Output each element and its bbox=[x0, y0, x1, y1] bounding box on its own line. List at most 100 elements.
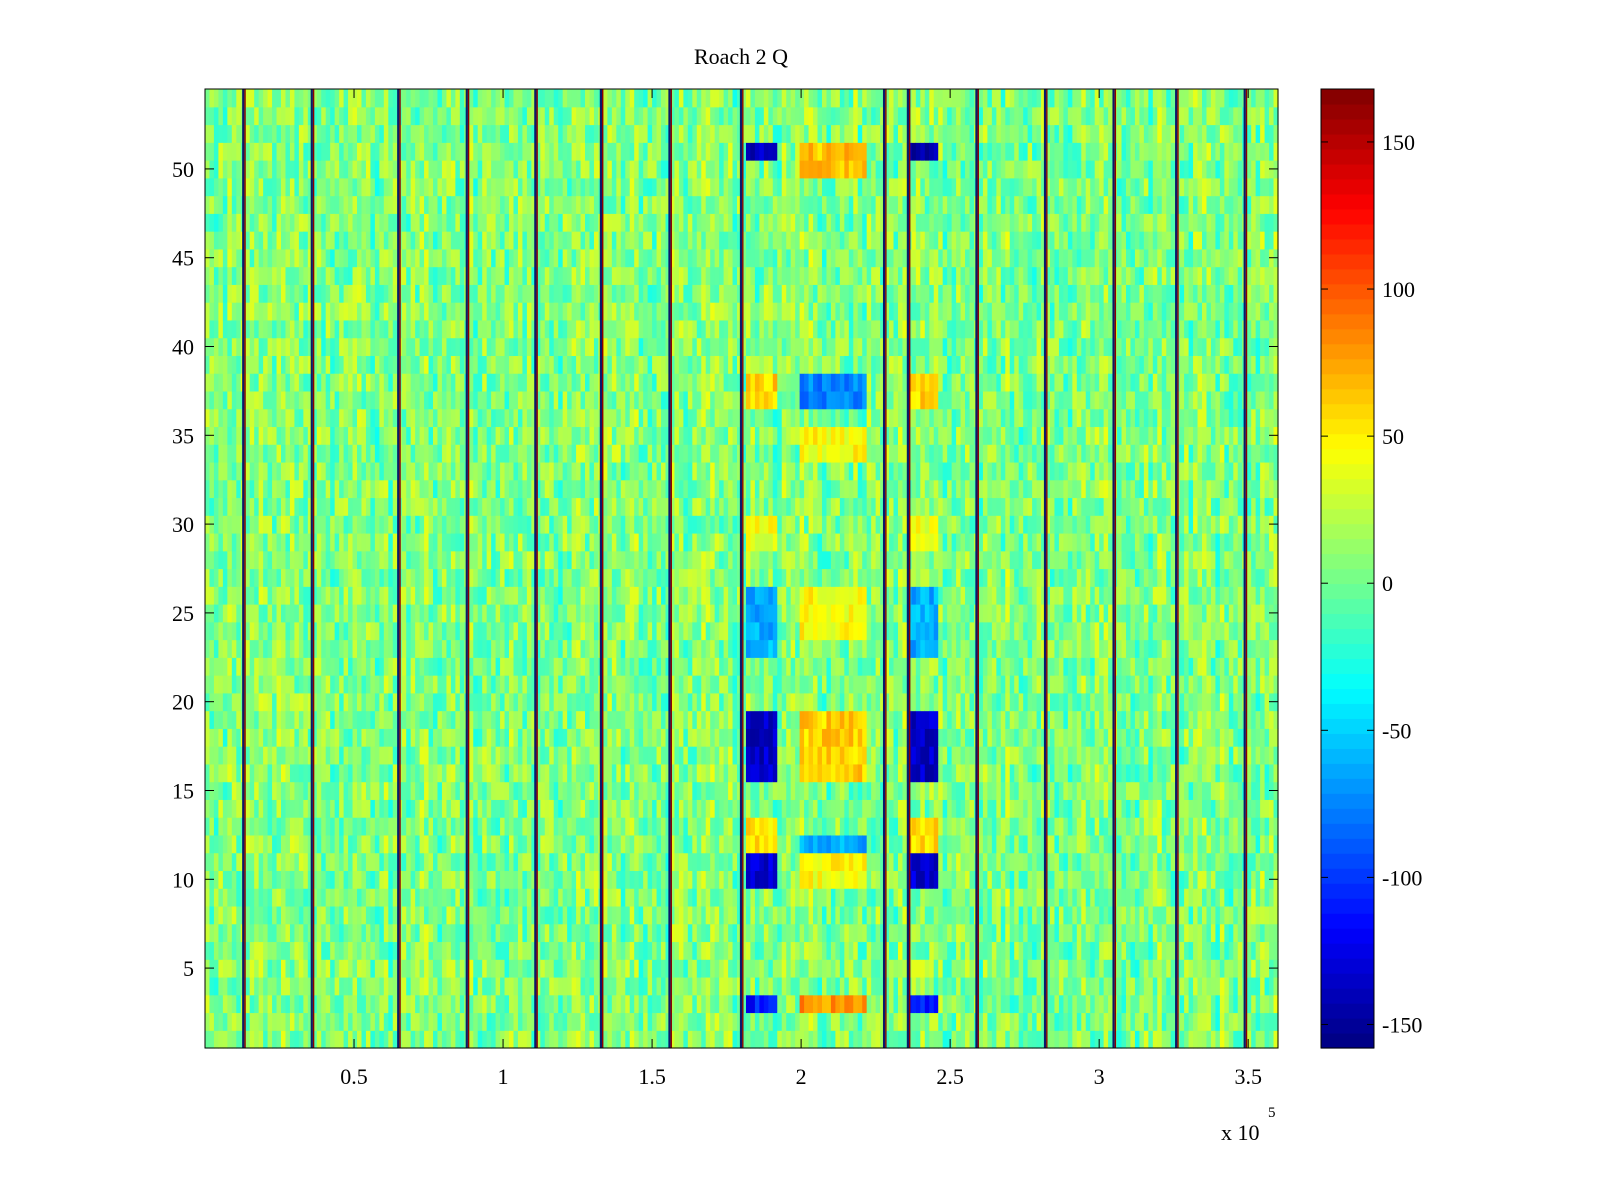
heatmap-cell bbox=[365, 568, 372, 587]
heatmap-cell bbox=[236, 604, 242, 623]
heatmap-cell bbox=[522, 799, 528, 818]
heatmap-cell bbox=[263, 781, 269, 800]
heatmap-cell bbox=[209, 621, 215, 641]
heatmap-cell bbox=[285, 621, 291, 641]
heatmap-cell bbox=[227, 870, 233, 889]
heatmap-cell bbox=[222, 799, 228, 818]
heatmap-cell bbox=[428, 586, 434, 605]
heatmap-cell bbox=[406, 692, 412, 712]
heatmap-cell bbox=[348, 905, 354, 925]
heatmap-cell bbox=[544, 621, 550, 641]
heatmap-cell bbox=[450, 479, 456, 499]
heatmap-cell bbox=[580, 941, 586, 960]
heatmap-cell bbox=[531, 195, 537, 214]
heatmap-cell bbox=[388, 834, 394, 854]
heatmap-cell bbox=[307, 408, 313, 428]
heatmap-cell bbox=[281, 692, 287, 712]
heatmap-cell bbox=[589, 781, 595, 800]
heatmap-cell bbox=[531, 781, 537, 800]
heatmap-cell bbox=[540, 781, 546, 800]
heatmap-cell bbox=[330, 426, 336, 445]
heatmap-cell bbox=[477, 337, 483, 356]
heatmap-cell bbox=[388, 89, 394, 108]
heatmap-cell bbox=[294, 994, 300, 1014]
heatmap-cell bbox=[401, 142, 407, 161]
heatmap-cell bbox=[495, 710, 501, 729]
heatmap-cell bbox=[517, 106, 524, 126]
heatmap-cell bbox=[298, 550, 304, 570]
heatmap-cell bbox=[361, 781, 367, 800]
heatmap-cell bbox=[437, 586, 443, 605]
heatmap-cell bbox=[321, 479, 327, 499]
heatmap-cell bbox=[339, 426, 345, 445]
heatmap-cell bbox=[504, 692, 510, 712]
heatmap-cell bbox=[455, 657, 461, 676]
heatmap-cell bbox=[455, 888, 461, 907]
heatmap-cell bbox=[441, 710, 448, 729]
heatmap-cell bbox=[558, 763, 564, 783]
heatmap-cell bbox=[531, 142, 537, 161]
heatmap-cell bbox=[495, 124, 501, 143]
heatmap-cell bbox=[585, 266, 591, 285]
heatmap-cell bbox=[392, 568, 398, 587]
heatmap-cell bbox=[531, 479, 537, 499]
heatmap-cell bbox=[491, 284, 497, 303]
heatmap-cell bbox=[491, 248, 497, 268]
heatmap-cell bbox=[236, 959, 242, 978]
heatmap-cell bbox=[468, 497, 474, 516]
heatmap-cell bbox=[491, 355, 497, 374]
heatmap-cell bbox=[343, 337, 349, 356]
heatmap-cell bbox=[370, 373, 376, 392]
heatmap-cell bbox=[222, 160, 228, 179]
heatmap-cell bbox=[249, 746, 255, 765]
heatmap-cell bbox=[383, 550, 389, 570]
heatmap-cell bbox=[500, 479, 506, 499]
heatmap-cell bbox=[379, 1012, 385, 1031]
heatmap-cell bbox=[401, 586, 407, 605]
heatmap-cell bbox=[410, 941, 416, 960]
heatmap-cell bbox=[316, 959, 322, 978]
heatmap-cell bbox=[482, 604, 488, 623]
heatmap-cell bbox=[231, 1012, 237, 1031]
heatmap-cell bbox=[567, 284, 573, 303]
heatmap-cell bbox=[410, 390, 416, 410]
heatmap-cell bbox=[424, 763, 430, 783]
heatmap-cell bbox=[611, 444, 617, 463]
heatmap-cell bbox=[231, 728, 237, 747]
heatmap-cell bbox=[419, 923, 425, 943]
heatmap-cell bbox=[285, 89, 291, 108]
heatmap-cell bbox=[495, 834, 501, 854]
heatmap-cell bbox=[289, 852, 296, 872]
heatmap-cell bbox=[513, 1012, 519, 1031]
heatmap-cell bbox=[325, 231, 331, 250]
heatmap-cell bbox=[236, 1030, 242, 1049]
heatmap-cell bbox=[321, 497, 327, 516]
heatmap-cell bbox=[513, 888, 519, 907]
heatmap-cell bbox=[379, 213, 385, 232]
heatmap-cell bbox=[428, 799, 434, 818]
heatmap-cell bbox=[424, 266, 430, 285]
heatmap-cell bbox=[231, 941, 237, 960]
heatmap-cell bbox=[509, 89, 515, 108]
heatmap-cell bbox=[383, 248, 389, 268]
heatmap-cell bbox=[535, 444, 541, 463]
heatmap-cell bbox=[428, 905, 434, 925]
heatmap-cell bbox=[401, 532, 407, 552]
heatmap-cell bbox=[303, 444, 309, 463]
heatmap-cell bbox=[294, 373, 300, 392]
heatmap-cell bbox=[236, 248, 242, 268]
heatmap-cell bbox=[517, 621, 524, 641]
heatmap-cell bbox=[424, 213, 430, 232]
heatmap-cell bbox=[325, 710, 331, 729]
heatmap-cell bbox=[540, 461, 546, 481]
heatmap-cell bbox=[549, 266, 555, 285]
heatmap-cell bbox=[535, 586, 541, 605]
heatmap-cell bbox=[441, 586, 448, 605]
heatmap-cell bbox=[370, 870, 376, 889]
heatmap-cell bbox=[571, 426, 577, 445]
heatmap-cell bbox=[281, 302, 287, 321]
heatmap-cell bbox=[410, 852, 416, 872]
heatmap-cell bbox=[379, 444, 385, 463]
heatmap-cell bbox=[258, 568, 264, 587]
heatmap-cell bbox=[491, 781, 497, 800]
